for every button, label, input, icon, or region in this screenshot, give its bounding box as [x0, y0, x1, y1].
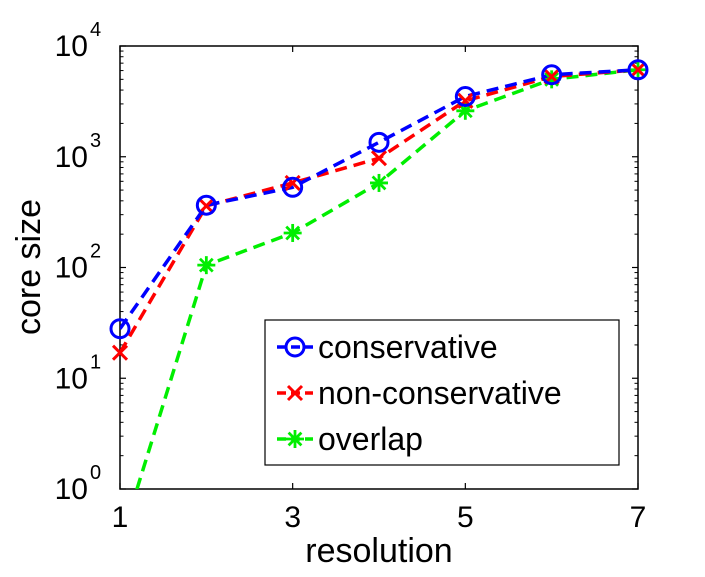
x-tick-label: 7 [630, 501, 647, 534]
marker-stroke [198, 197, 215, 214]
data-point-non-conservative [370, 150, 388, 167]
data-point-conservative [109, 318, 131, 340]
x-tick-label: 3 [284, 501, 301, 534]
legend-label-conservative: conservative [318, 329, 498, 365]
y-tick-exponent: 4 [90, 19, 101, 41]
x-axis-label: resolution [305, 532, 452, 570]
marker-stroke [198, 257, 214, 273]
data-point-overlap [283, 223, 302, 242]
marker-stroke [629, 61, 647, 78]
y-tick-label: 10 [55, 141, 88, 174]
marker-stroke [371, 175, 387, 191]
y-tick-label: 10 [55, 362, 88, 395]
y-tick-exponent: 1 [90, 351, 101, 373]
data-point-conservative [627, 59, 649, 81]
y-tick-label: 10 [55, 473, 88, 506]
y-axis-label: core size [10, 199, 48, 335]
marker-stroke [287, 431, 303, 447]
data-point-non-conservative [629, 61, 647, 78]
data-point-conservative [454, 85, 476, 107]
x-tick-label: 1 [112, 501, 129, 534]
series-markers [109, 59, 649, 361]
legend-marker-conservative [284, 336, 306, 358]
y-tick-exponent: 0 [90, 462, 101, 484]
y-tick-label: 10 [55, 30, 88, 63]
marker-stroke [111, 344, 129, 361]
data-point-overlap [197, 256, 216, 275]
data-point-conservative [541, 64, 563, 86]
data-point-conservative [282, 176, 304, 198]
legend-marker-non-conservative [286, 384, 304, 402]
legend-box [264, 319, 620, 466]
data-point-overlap [370, 173, 388, 192]
marker-stroke [370, 150, 388, 167]
data-point-non-conservative [198, 197, 215, 214]
data-point-conservative [368, 131, 390, 153]
marker-stroke [286, 384, 304, 402]
data-point-conservative [195, 194, 217, 216]
y-tick-exponent: 3 [90, 130, 101, 152]
legend-label-non-conservative: non-conservative [318, 375, 562, 411]
marker-stroke [285, 225, 301, 241]
legend: conservative non-conservative overlap [264, 319, 620, 466]
y-tick-label: 10 [55, 252, 88, 285]
y-tick-exponent: 2 [90, 241, 101, 263]
data-point-non-conservative [111, 344, 129, 361]
x-tick-label: 5 [457, 501, 474, 534]
legend-label-overlap: overlap [318, 421, 423, 457]
legend-marker-overlap [286, 430, 304, 448]
